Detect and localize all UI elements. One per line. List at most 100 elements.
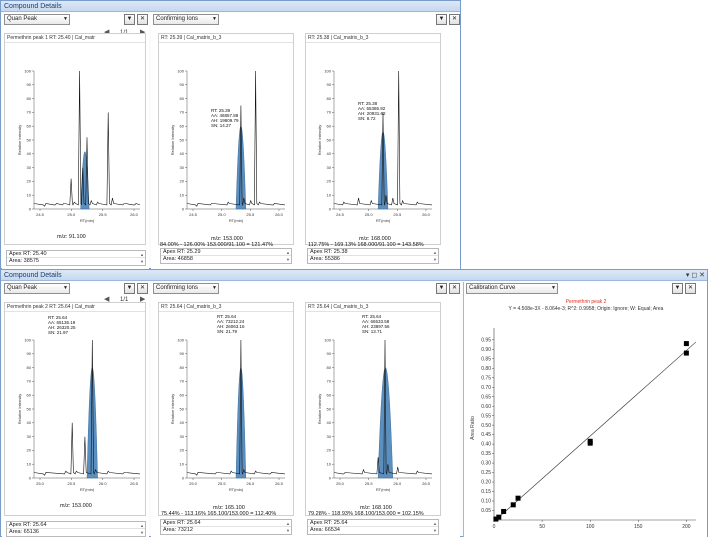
y-tick-label: 90	[180, 351, 185, 356]
y-tick-label: 0.35	[481, 451, 491, 457]
x-tick-label: 26.0	[422, 212, 431, 217]
y-tick-label: 100	[177, 68, 184, 73]
spin-up-icon[interactable]: ▲	[286, 521, 290, 526]
header-divider	[306, 42, 440, 43]
y-tick-label: 30	[180, 165, 185, 170]
y-tick-label: 0.90	[481, 347, 491, 353]
spin-up-icon[interactable]: ▲	[433, 521, 437, 526]
y-tick-label: 0	[329, 206, 332, 211]
area-row: Area: 66534 ▼	[308, 527, 438, 534]
close-icon[interactable]: ✕	[137, 14, 148, 25]
y-axis-label: Relative Intensity	[317, 394, 322, 424]
spin-up-icon[interactable]: ▲	[140, 523, 144, 528]
close-icon[interactable]: ✕	[449, 283, 460, 294]
y-axis-label: Relative Intensity	[17, 394, 22, 424]
spin-down-icon[interactable]: ▼	[286, 528, 290, 533]
apex-rt-value: Apex RT: 25.40	[9, 251, 47, 257]
y-axis-label: Relative Intensity	[170, 125, 175, 155]
confirming-ions-dropdown[interactable]: Confirming Ions ▼	[153, 283, 219, 294]
x-tick-label: 50	[539, 524, 545, 530]
page-indicator: 1/1	[120, 297, 129, 303]
y-tick-label: 20	[180, 179, 185, 184]
next-page-icon[interactable]: ▶	[140, 28, 145, 36]
spin-down-icon[interactable]: ▼	[286, 257, 290, 262]
close-icon[interactable]: ✕	[699, 272, 705, 279]
y-tick-label: 40	[180, 151, 185, 156]
apex-rt-value: Apex RT: 25.64	[163, 520, 201, 526]
apex-rt-value: Apex RT: 25.38	[310, 249, 348, 255]
confirming-ions-dropdown[interactable]: Confirming Ions ▼	[153, 14, 219, 25]
spin-down-icon[interactable]: ▼	[433, 257, 437, 262]
x-tick-label: 25.0	[365, 212, 374, 217]
y-tick-label: 0.75	[481, 375, 491, 381]
previous-page-icon[interactable]: ◀	[104, 28, 109, 36]
dropdown-menu-button[interactable]: ▼	[124, 283, 135, 294]
quan-peak-dropdown[interactable]: Quan Peak ▼	[4, 283, 70, 294]
area-value: Area: 38575	[9, 258, 39, 264]
x-tick-label: 150	[634, 524, 643, 530]
calibration-curve-dropdown[interactable]: Calibration Curve ▼	[466, 283, 558, 294]
next-page-icon[interactable]: ▶	[140, 296, 146, 303]
spin-down-icon[interactable]: ▼	[140, 259, 144, 264]
integrated-peak-area	[80, 151, 90, 210]
integrated-peak-area	[235, 367, 247, 479]
chevron-down-icon: ▼	[63, 16, 68, 22]
spin-up-icon[interactable]: ▲	[286, 250, 290, 255]
area-row: Area: 73212 ▼	[161, 527, 291, 534]
spin-up-icon[interactable]: ▲	[433, 250, 437, 255]
peak-annotation: RT: 25.39 AA: 46857.88 AH: 19809.79 SN: …	[211, 108, 239, 128]
y-tick-label: 0.40	[481, 442, 491, 448]
x-axis-label: RT(min)	[376, 487, 391, 492]
window-title: Compound Details	[4, 3, 62, 10]
y-tick-label: 0	[329, 475, 332, 480]
mz-label: m/z: 91.100	[57, 234, 86, 240]
peak-info-box: Apex RT: 25.64 ▲ Area: 66534 ▼	[307, 519, 439, 535]
peak-info-box: Apex RT: 25.40 ▲ Area: 38575 ▼	[6, 250, 146, 266]
close-icon[interactable]: ✕	[137, 283, 148, 294]
x-axis-label: RT(min)	[229, 487, 244, 492]
pin-icon[interactable]: ▾ ◻	[685, 272, 698, 279]
calibration-point	[496, 514, 502, 520]
x-tick-label: 25.5	[99, 212, 108, 217]
quan-peak-dropdown[interactable]: Quan Peak ▼	[4, 14, 70, 25]
x-tick-label: 25.5	[393, 212, 402, 217]
y-tick-label: 0.05	[481, 508, 491, 514]
apex-rt-value: Apex RT: 25.64	[310, 520, 348, 526]
spin-up-icon[interactable]: ▲	[140, 252, 144, 257]
mz-label: m/z: 165.100	[213, 505, 245, 511]
x-tick-label: 26.0	[130, 212, 139, 217]
x-tick-label: 26.0	[246, 481, 255, 486]
window-title-bar: Compound Details	[1, 1, 460, 12]
y-tick-label: 100	[177, 337, 184, 342]
previous-page-icon[interactable]: ◀	[104, 296, 110, 303]
compound-details-window-1: Compound Details Quan Peak▼ ◀ 1/1 ▶ Perm…	[0, 0, 461, 269]
y-tick-label: 0	[29, 206, 32, 211]
ion-chromatogram-card: RT: 25.38 | Cal_matrix_b_3	[305, 33, 441, 245]
mz-label: m/z: 168.000	[359, 236, 391, 242]
spin-down-icon[interactable]: ▼	[140, 530, 144, 535]
y-axis-label: Area Ratio	[470, 416, 476, 440]
y-tick-label: 80	[180, 96, 185, 101]
calibration-equation: Y = 4.508e-3X - 8.064e-3; R^2: 0.9958; O…	[509, 306, 664, 312]
apex-rt-row: Apex RT: 25.40 ▲	[7, 251, 145, 258]
confirming-ions-panel: Confirming Ions ▼ ▼ ✕ RT: 25.64 | Cal_mat…	[151, 282, 460, 537]
y-tick-label: 100	[324, 337, 331, 342]
x-tick-label: 200	[682, 524, 691, 530]
chromatogram-trace	[333, 339, 433, 476]
dropdown-menu-button[interactable]: ▼	[436, 283, 447, 294]
y-tick-label: 40	[327, 420, 332, 425]
integrated-peak-area	[235, 126, 247, 210]
close-icon[interactable]: ✕	[685, 283, 696, 294]
y-tick-label: 40	[180, 420, 185, 425]
x-tick-label: 24.5	[189, 212, 198, 217]
ion-ratio-label: 84.00% - 126.00% 153.000/91.100 = 121.47…	[160, 242, 273, 248]
dropdown-menu-button[interactable]: ▼	[436, 14, 447, 25]
dropdown-menu-button[interactable]: ▼	[124, 14, 135, 25]
x-tick-label: 25.0	[67, 212, 76, 217]
spin-down-icon[interactable]: ▼	[433, 528, 437, 533]
quan-chromatogram-card: Permethrin peak 1 RT: 25.40 | Cal_matr	[4, 33, 146, 245]
y-tick-label: 0.70	[481, 385, 491, 391]
dropdown-menu-button[interactable]: ▼	[672, 283, 683, 294]
close-icon[interactable]: ✕	[449, 14, 460, 25]
y-tick-label: 0.15	[481, 489, 491, 495]
